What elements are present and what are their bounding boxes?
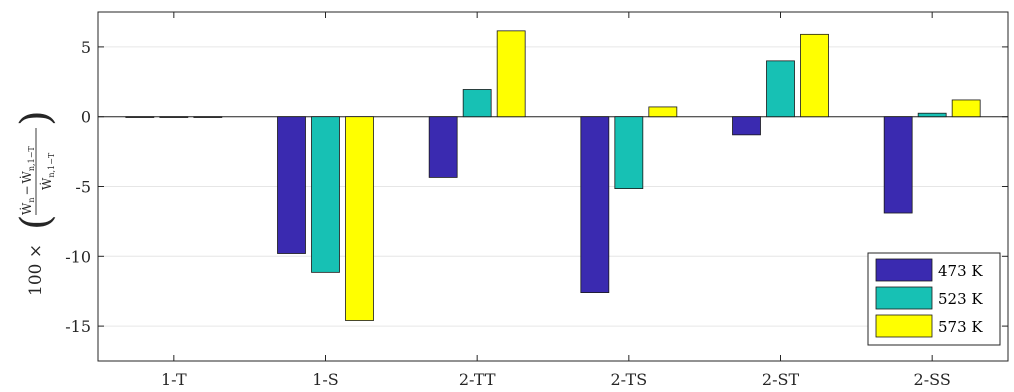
bar-2-SS-573K — [951, 99, 981, 118]
legend-swatch — [875, 286, 933, 310]
bar-2-TT-473K — [428, 116, 458, 178]
bar-2-ST-523K — [766, 60, 795, 118]
y-tick-label: -10 — [65, 247, 91, 266]
bar-1-S-523K — [311, 116, 340, 273]
y-axis-ticks: 5 0 -5 -10 -15 — [65, 38, 1008, 336]
legend-swatch — [875, 258, 933, 282]
bar-1-T-573K — [193, 116, 223, 118]
y-label-prefix: 100 × — [26, 244, 46, 296]
y-tick-label: -15 — [65, 317, 91, 336]
legend: 473 K 523 K 573 K — [867, 252, 1001, 346]
legend-label: 573 K — [938, 318, 983, 336]
bar-1-T-523K — [159, 116, 189, 118]
bar-2-ST-473K — [732, 116, 761, 136]
y-axis-label: 100 × ( Ẇn−Ẇn,1−T Ẇn,1−T ) — [13, 110, 59, 296]
bar-2-TT-573K — [496, 30, 526, 118]
x-tick-label: 2-TS — [611, 370, 648, 389]
y-label-numerator: Ẇn−Ẇn,1−T — [19, 146, 36, 215]
y-tick-label: -5 — [75, 178, 91, 197]
y-label-denominator: Ẇn,1−T — [39, 152, 56, 190]
bar-1-T-473K — [125, 116, 155, 118]
y-tick-label: 0 — [81, 108, 91, 127]
y-label-paren-right: ) — [13, 110, 59, 126]
bar-2-TS-523K — [614, 116, 644, 189]
bar-2-TS-573K — [648, 106, 678, 118]
x-tick-label: 2-SS — [914, 370, 951, 389]
x-axis-ticks: 1-T 1-S 2-TT 2-TS 2-ST 2-SS — [161, 12, 951, 389]
bar-2-ST-573K — [800, 33, 829, 118]
legend-swatch — [875, 314, 933, 338]
x-tick-label: 2-ST — [762, 370, 800, 389]
bar-1-S-473K — [277, 116, 306, 254]
y-tick-label: 5 — [81, 38, 91, 57]
x-tick-label: 1-T — [161, 370, 187, 389]
bars — [125, 30, 981, 321]
y-label-paren-left: ( — [13, 214, 59, 230]
bar-2-SS-473K — [883, 116, 913, 214]
legend-label: 473 K — [938, 262, 983, 280]
x-tick-label: 2-TT — [459, 370, 496, 389]
x-tick-label: 1-S — [312, 370, 339, 389]
legend-label: 523 K — [938, 290, 983, 308]
bar-2-TT-523K — [462, 89, 492, 118]
bar-1-S-573K — [345, 116, 374, 321]
bar-2-SS-523K — [917, 112, 947, 118]
bar-2-TS-473K — [580, 116, 610, 293]
